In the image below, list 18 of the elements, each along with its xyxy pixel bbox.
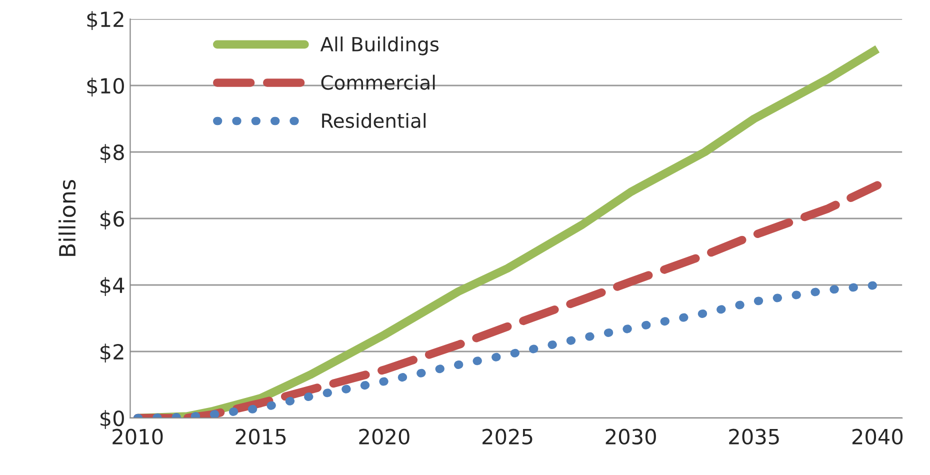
- y-tick-label: $8: [100, 144, 124, 163]
- x-tick-label: 2015: [236, 428, 286, 445]
- y-tick-label: $10: [87, 78, 124, 96]
- y-tick-label: $2: [100, 344, 124, 362]
- y-tick-label: $4: [100, 277, 124, 296]
- legend-label: Residential: [322, 113, 426, 128]
- x-tick-label: 2040: [852, 428, 903, 445]
- legend-label: All Buildings: [320, 36, 439, 56]
- x-tick-label: 2035: [729, 428, 779, 445]
- y-axis-title: Billions: [58, 180, 76, 256]
- y-tick-label: $0: [100, 410, 124, 429]
- y-tick-label: $12: [87, 11, 124, 30]
- y-tick-label: $6: [100, 210, 124, 230]
- legend-label: Commercial: [321, 74, 435, 90]
- x-tick-label: 2025: [482, 428, 532, 445]
- x-tick-label: 2020: [359, 428, 410, 445]
- x-tick-label: 2010: [112, 428, 163, 445]
- x-tick-label: 2030: [606, 428, 656, 445]
